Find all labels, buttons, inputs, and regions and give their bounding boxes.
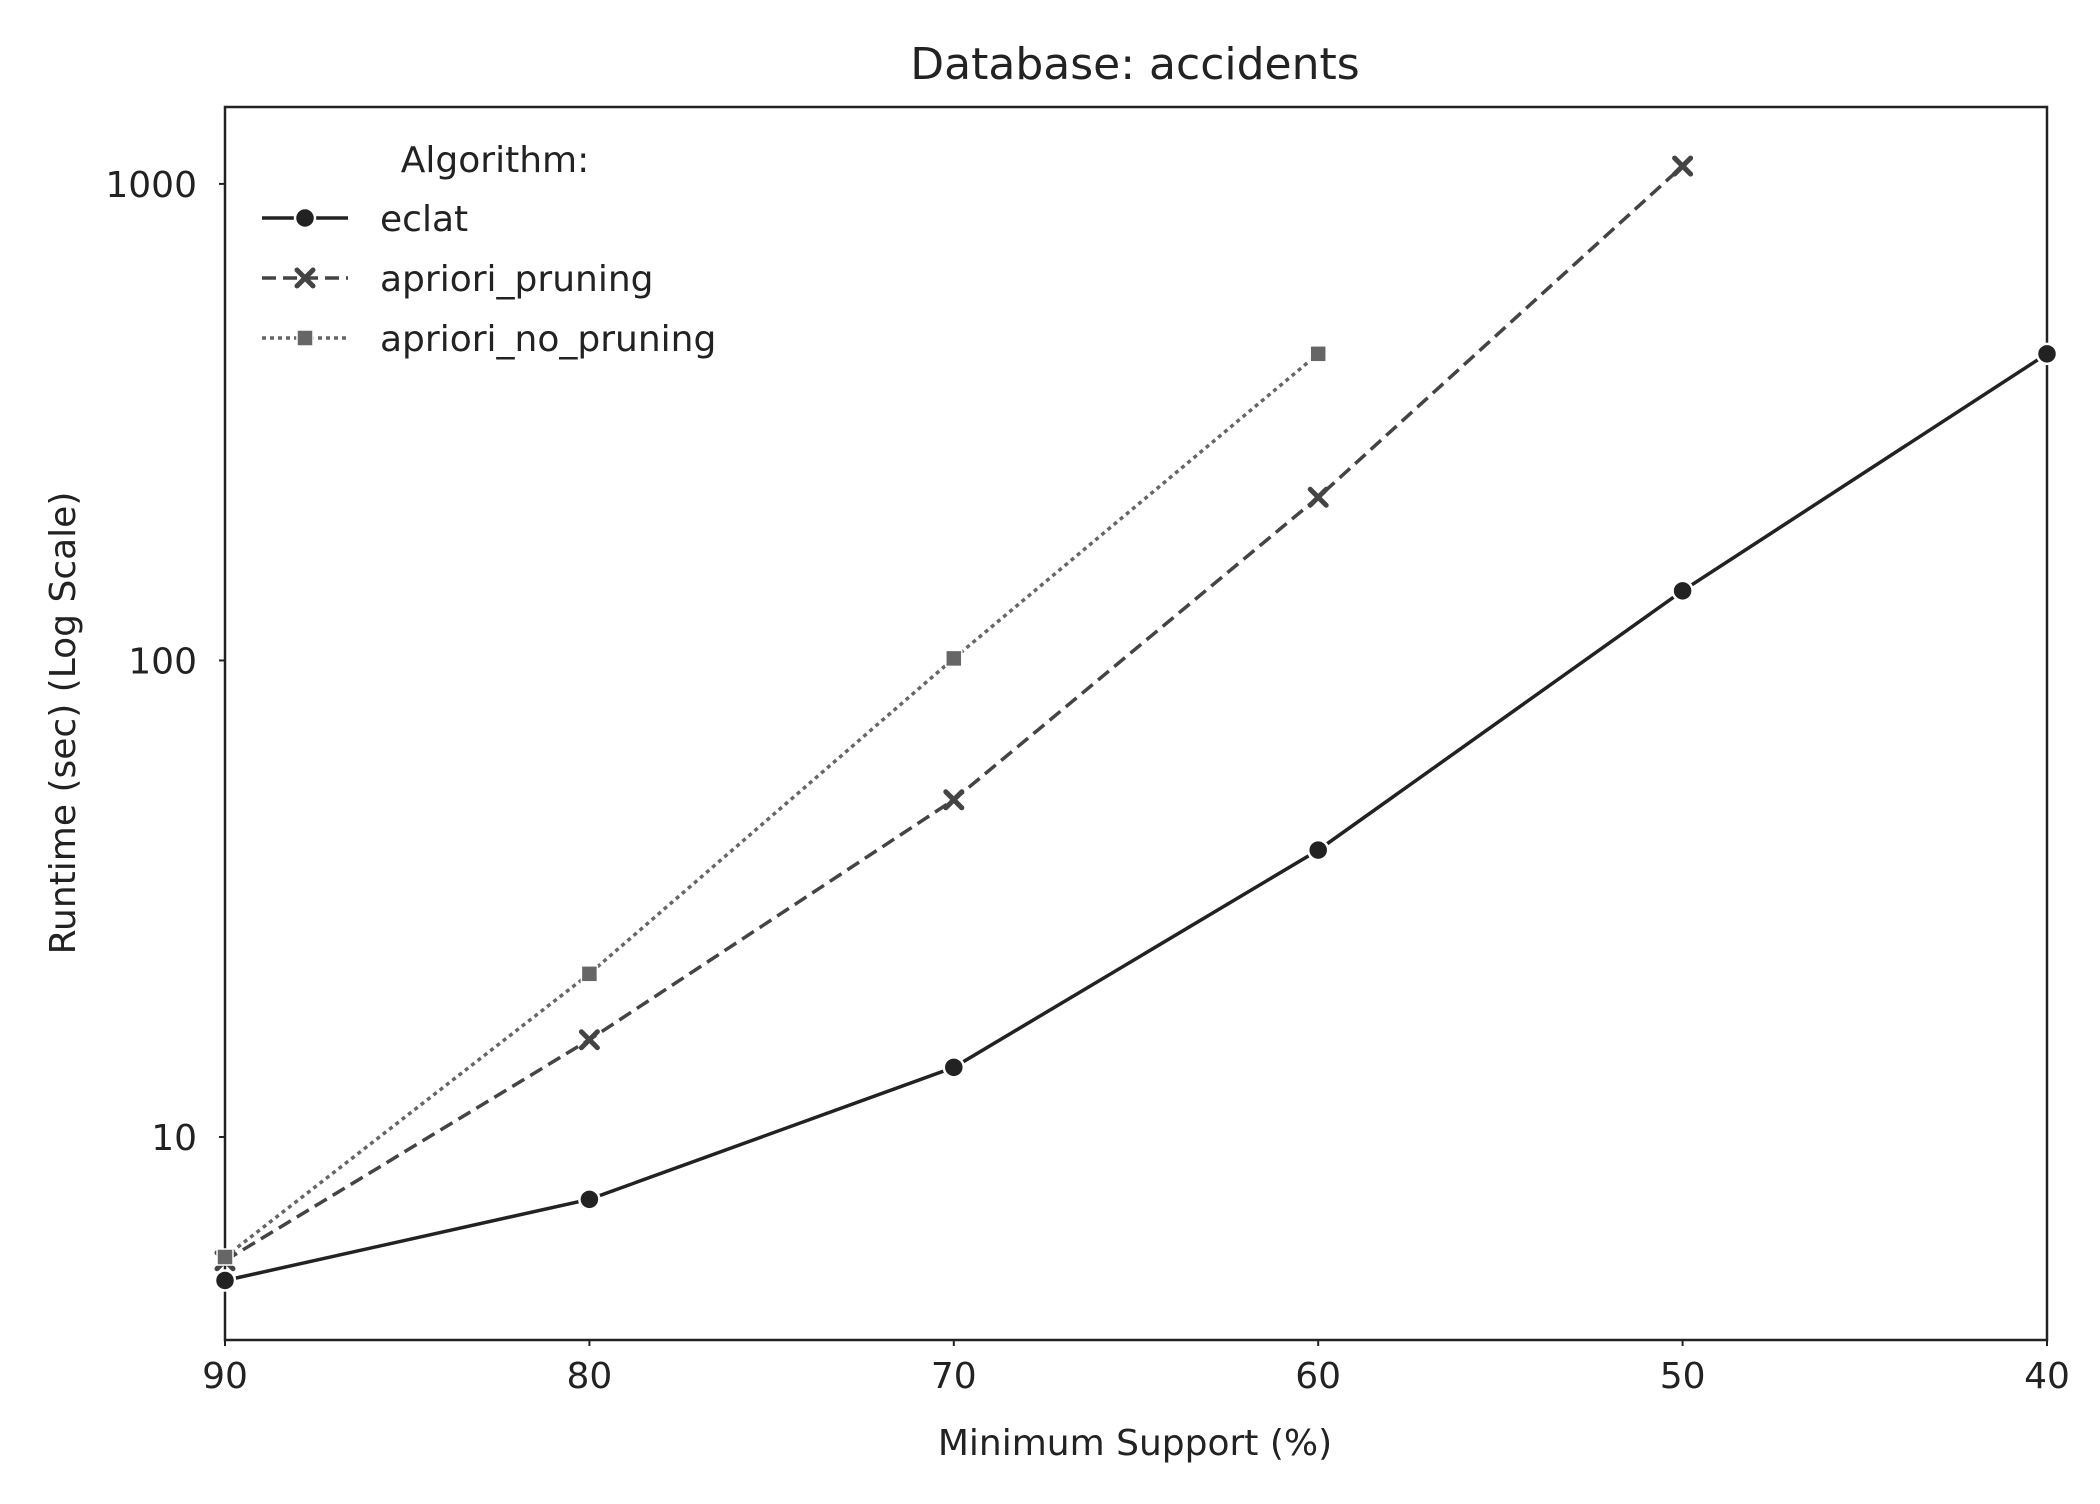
legend: Algorithm: eclat apriori_pruning apriori_no… bbox=[262, 140, 716, 360]
series-line-apriori_no_pruning bbox=[223, 352, 1320, 1259]
x-tick-label: 70 bbox=[931, 1356, 977, 1397]
chart-title: Database: accidents bbox=[910, 39, 1359, 90]
legend-item-eclat: eclat bbox=[262, 199, 468, 240]
legend-title: Algorithm: bbox=[401, 140, 589, 181]
plot-area bbox=[223, 105, 2049, 1342]
x-tick-label: 50 bbox=[1660, 1356, 1706, 1397]
data-point-apriori_pruning bbox=[943, 789, 965, 811]
data-point-apriori_no_pruning bbox=[580, 965, 599, 983]
legend-item-apriori_pruning: apriori_pruning bbox=[262, 259, 654, 300]
data-point-eclat bbox=[213, 1269, 237, 1292]
series-layer bbox=[213, 155, 2059, 1292]
series-line-eclat bbox=[224, 352, 2048, 1283]
series-apriori_no_pruning bbox=[216, 345, 1327, 1266]
data-point-apriori_no_pruning bbox=[945, 649, 963, 668]
legend-marker bbox=[294, 267, 316, 289]
data-point-eclat bbox=[2035, 342, 2059, 366]
x-axis-title: Minimum Support (%) bbox=[938, 1423, 1332, 1464]
x-tick-label: 40 bbox=[2024, 1356, 2070, 1397]
data-point-apriori_pruning bbox=[578, 1029, 600, 1051]
plot-frame bbox=[223, 105, 2049, 1342]
data-point-eclat bbox=[1306, 838, 1330, 862]
data-point-eclat bbox=[942, 1056, 966, 1079]
legend-marker bbox=[293, 206, 317, 230]
legend-label: apriori_no_pruning bbox=[380, 319, 716, 360]
legend-label: apriori_pruning bbox=[380, 259, 654, 300]
x-axis: 90 80 70 60 50 40 bbox=[202, 1340, 2070, 1397]
y-axis-title: Runtime (sec) (Log Scale) bbox=[43, 492, 84, 955]
x-tick-label: 80 bbox=[566, 1356, 612, 1397]
legend-label: eclat bbox=[380, 199, 468, 240]
data-point-apriori_no_pruning bbox=[216, 1248, 234, 1266]
data-point-eclat bbox=[1671, 579, 1694, 603]
data-point-eclat bbox=[578, 1188, 601, 1211]
data-point-apriori_pruning bbox=[1307, 486, 1329, 508]
x-tick-label: 60 bbox=[1295, 1356, 1341, 1397]
data-point-apriori_no_pruning bbox=[1309, 345, 1327, 363]
y-tick-label: 1000 bbox=[105, 165, 197, 206]
y-tick-label: 100 bbox=[128, 641, 197, 682]
y-tick-label: 10 bbox=[151, 1118, 197, 1159]
legend-marker bbox=[296, 329, 314, 347]
legend-item-apriori_no_pruning: apriori_no_pruning bbox=[262, 319, 716, 360]
x-tick-label: 90 bbox=[202, 1356, 248, 1397]
y-axis: 10 100 1000 bbox=[105, 165, 225, 1159]
series-eclat bbox=[213, 342, 2059, 1292]
data-point-apriori_pruning bbox=[1672, 155, 1694, 177]
